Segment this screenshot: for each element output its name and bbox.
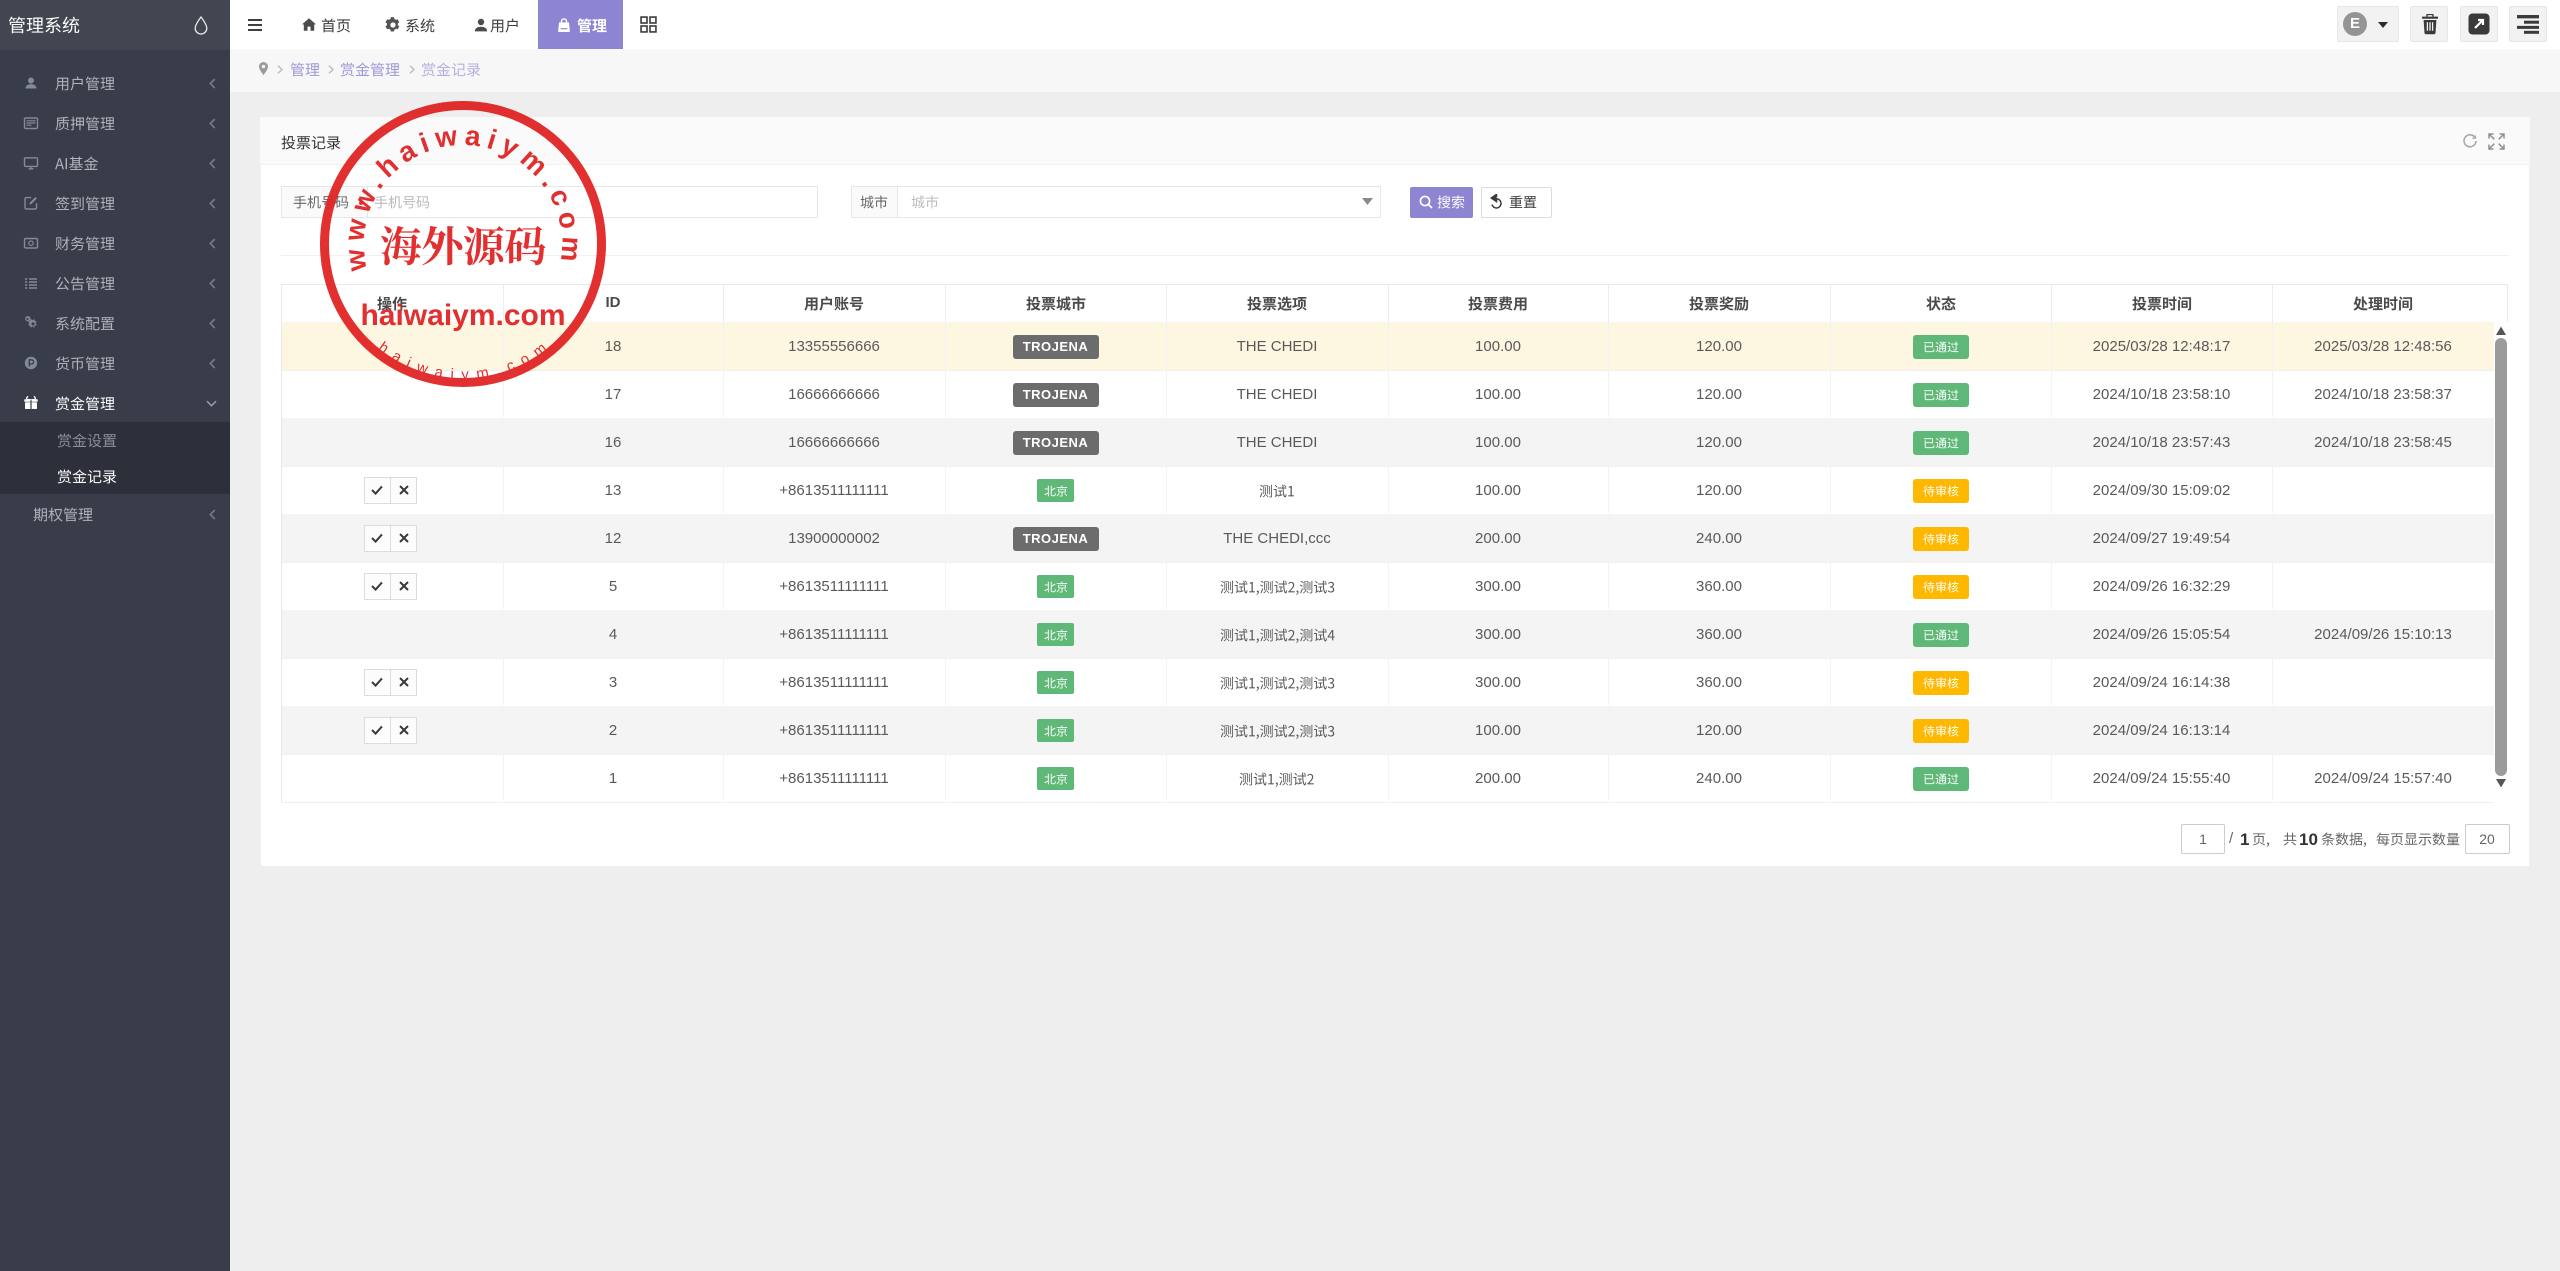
svg-text:www.haiwaiym.com: www.haiwaiym.com [338,119,588,274]
svg-text:haiwaiym.com: haiwaiym.com [360,299,565,332]
svg-text:haiwaiym.com: haiwaiym.com [375,335,556,384]
